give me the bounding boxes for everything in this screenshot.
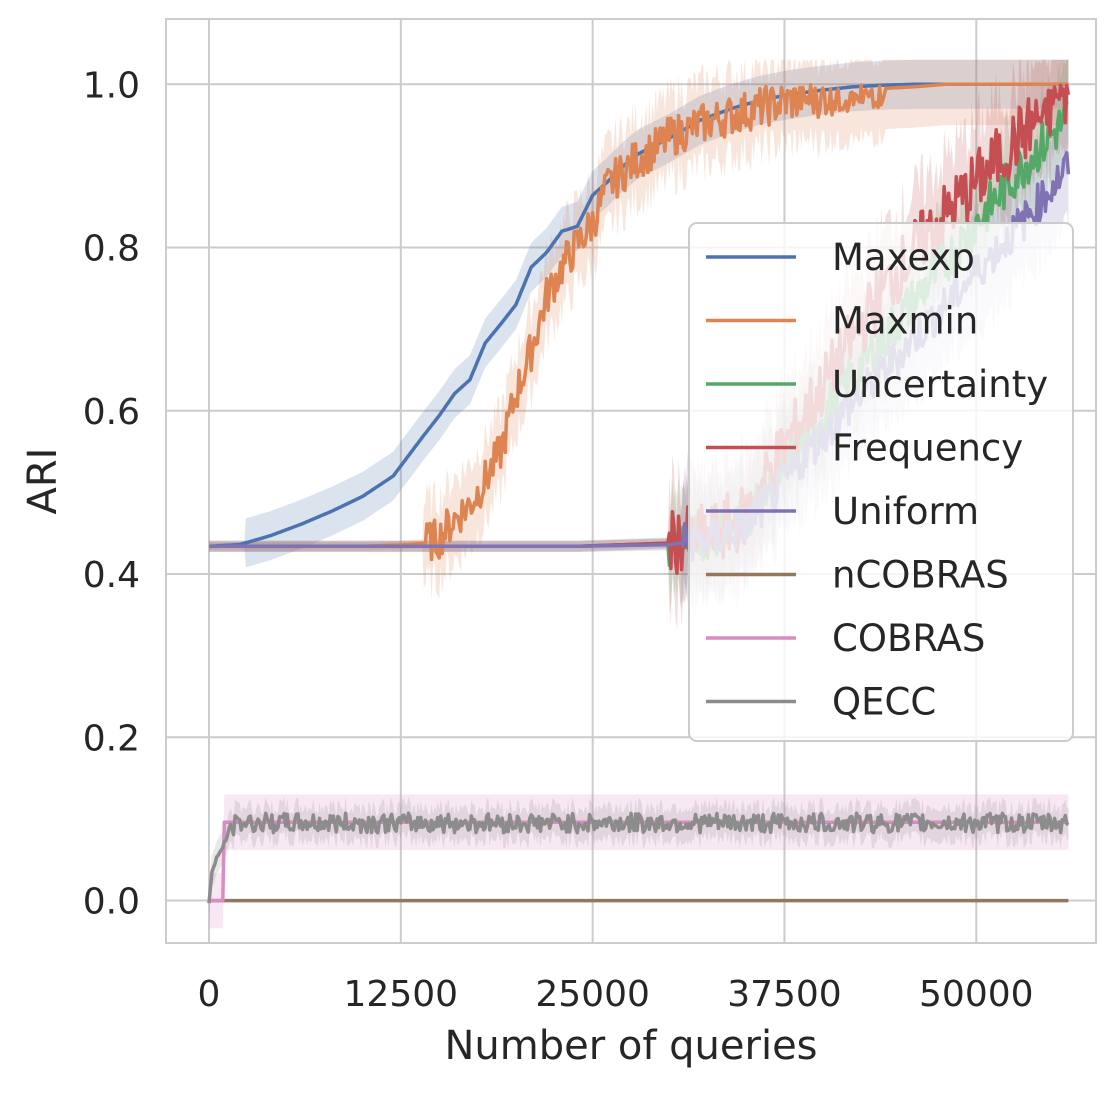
x-tick-label: 37500 — [727, 974, 842, 1015]
legend-items: Maxexp Maxmin Uncertainty Frequency Uniform n… — [706, 236, 1048, 724]
y-tick-label: 0.0 — [83, 882, 140, 923]
maxexp-confidence-band — [209, 59, 1069, 568]
y-tick-label: 0.2 — [83, 718, 140, 759]
x-tick-label: 25000 — [535, 974, 650, 1015]
x-tick-label: 50000 — [919, 974, 1034, 1015]
x-tick-label: 12500 — [344, 974, 459, 1015]
legend: Maxexp Maxmin Uncertainty Frequency Uniform n… — [688, 222, 1074, 742]
legend-label-maxmin: Maxmin — [832, 300, 978, 343]
y-axis-ticks: 0.0 0.2 0.4 0.6 0.8 1.0 — [83, 65, 140, 922]
y-tick-label: 0.8 — [83, 229, 140, 270]
legend-label-uniform: Uniform — [832, 490, 979, 533]
legend-label-qecc: QECC — [832, 681, 936, 724]
legend-label-maxexp: Maxexp — [832, 236, 975, 279]
x-axis-label: Number of queries — [444, 1023, 817, 1069]
x-tick-label: 0 — [198, 974, 221, 1015]
legend-box — [688, 222, 1074, 742]
x-axis-ticks: 0 12500 25000 37500 50000 — [198, 974, 1034, 1015]
y-tick-label: 0.6 — [83, 392, 140, 433]
qecc-series-line — [207, 811, 1070, 904]
y-tick-label: 1.0 — [83, 65, 140, 106]
y-axis-label: ARI — [20, 448, 66, 515]
legend-label-ncobras: nCOBRAS — [832, 554, 1009, 597]
legend-label-cobras: COBRAS — [832, 617, 985, 660]
legend-label-uncertainty: Uncertainty — [832, 363, 1048, 406]
frequency-confidence-band — [209, 59, 1069, 631]
legend-label-frequency: Frequency — [832, 427, 1023, 470]
y-tick-label: 0.4 — [83, 555, 140, 596]
